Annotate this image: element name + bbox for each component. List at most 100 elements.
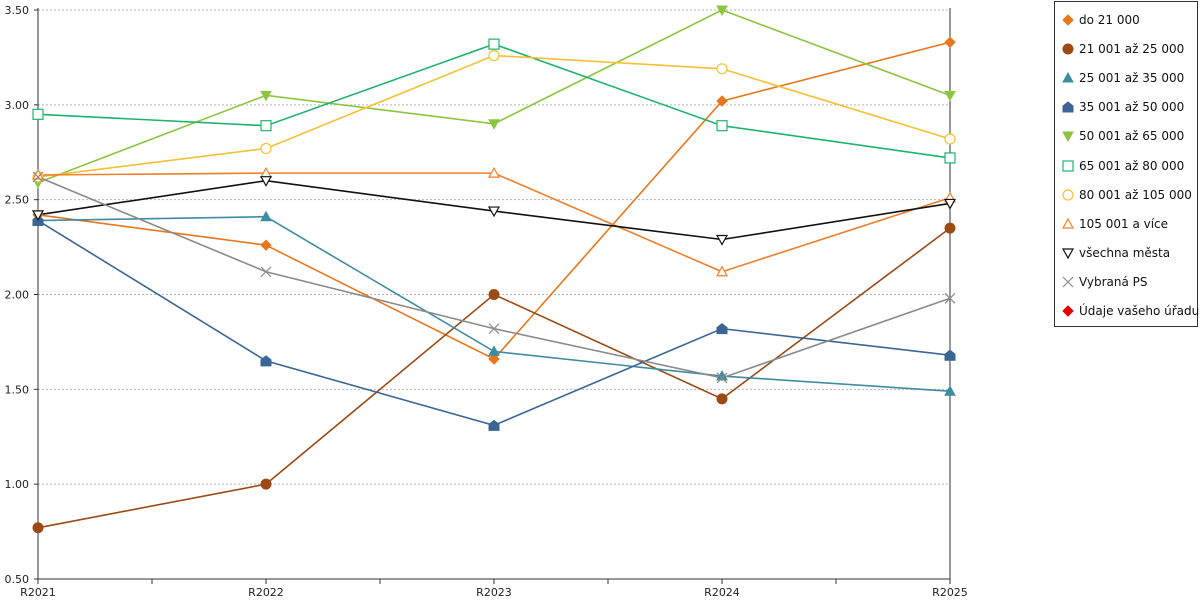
point-80-001-az-105-000 <box>716 63 728 75</box>
point-65-001-az-80-000 <box>488 38 500 50</box>
legend-label: 80 001 až 105 000 <box>1079 187 1192 202</box>
legend-symbol <box>1061 217 1075 229</box>
point-vybrana-ps <box>260 266 272 278</box>
series-line-105-001-a-vice <box>37 172 951 273</box>
legend-label: Údaje vašeho úřadu <box>1079 304 1200 318</box>
legend-marker <box>1062 101 1074 113</box>
point-do-21-000 <box>488 353 500 365</box>
point-do-21-000 <box>716 95 728 107</box>
point-65-001-az-80-000 <box>32 108 44 120</box>
legend-symbol <box>1062 188 1074 201</box>
legend-item-21-001-az-25-000: 21 001 až 25 000 <box>1061 39 1184 59</box>
point-65-001-az-80-000 <box>260 120 272 132</box>
point-vybrana-ps <box>716 372 728 384</box>
point-50-001-az-65-000 <box>260 90 272 102</box>
legend-label: všechna města <box>1079 245 1171 260</box>
point-65-001-az-80-000 <box>944 152 956 164</box>
x-tick-label: R2021 <box>20 586 56 599</box>
legend-item-65-001-az-80-000: 65 001 až 80 000 <box>1061 156 1184 176</box>
legend-symbol <box>1062 276 1074 288</box>
legend-label: 105 001 a více <box>1079 216 1169 231</box>
legend-label: 65 001 až 80 000 <box>1079 158 1185 173</box>
point-35-001-az-50-000 <box>488 419 500 431</box>
point-vybrana-ps <box>488 323 500 335</box>
legend-item-35-001-az-50-000: 35 001 až 50 000 <box>1061 97 1184 117</box>
axes <box>34 8 951 584</box>
legend-label: 35 001 až 50 000 <box>1079 100 1185 115</box>
point-vsechna-mesta <box>943 198 957 210</box>
legend-label: do 21 000 <box>1079 13 1140 27</box>
legend-symbol <box>1062 43 1074 55</box>
series-line-65-001-az-80-000 <box>37 43 951 159</box>
legend-marker <box>1062 159 1074 172</box>
legend-marker <box>1062 188 1074 201</box>
point-vsechna-mesta <box>715 234 729 246</box>
legend-label: Vybraná PS <box>1079 274 1148 289</box>
point-65-001-az-80-000 <box>716 120 728 132</box>
point-25-001-az-35-000 <box>488 345 500 356</box>
legend-item-udaje-vaseho-uradu: Údaje vašeho úřadu <box>1061 301 1199 321</box>
point-50-001-az-65-000 <box>944 90 956 102</box>
point-vsechna-mesta <box>487 206 501 218</box>
line-chart: 0.501.001.502.002.503.003.50 R2021 R2022 R… <box>5 4 968 599</box>
point-21-001-az-25-000 <box>32 522 44 534</box>
series-line-do-21-000 <box>37 41 951 360</box>
series-line-21-001-az-25-000 <box>37 227 951 529</box>
point-35-001-az-50-000 <box>716 322 728 335</box>
legend-label: 21 001 až 25 000 <box>1079 42 1185 57</box>
point-vybrana-ps <box>32 171 44 183</box>
y-tick-label: 1.50 <box>5 383 30 396</box>
y-tick-label: 0.50 <box>5 573 30 586</box>
legend-marker <box>1062 131 1074 143</box>
point-21-001-az-25-000 <box>260 478 272 490</box>
point-do-21-000 <box>944 36 956 48</box>
legend-item-80-001-az-105-000: 80 001 až 105 000 <box>1061 185 1192 205</box>
legend-marker <box>1062 14 1074 26</box>
legend-symbol <box>1062 14 1074 26</box>
point-80-001-az-105-000 <box>944 133 956 145</box>
y-tick-label: 1.00 <box>5 478 30 491</box>
y-tick-label: 2.50 <box>5 194 30 207</box>
legend-marker <box>1062 276 1074 288</box>
legend-marker <box>1062 305 1074 317</box>
x-tick-label: R2022 <box>248 586 284 599</box>
legend-item-do-21-000: do 21 000 <box>1061 10 1140 30</box>
point-80-001-az-105-000 <box>260 142 272 155</box>
legend-item-vybrana-ps: Vybraná PS <box>1061 272 1148 292</box>
legend-symbol <box>1062 159 1074 172</box>
point-35-001-az-50-000 <box>944 349 956 361</box>
point-80-001-az-105-000 <box>488 49 500 62</box>
point-vybrana-ps <box>944 292 956 304</box>
y-tick-label: 3.50 <box>5 4 30 17</box>
legend-symbol <box>1062 131 1074 143</box>
series-markers <box>31 5 957 534</box>
point-35-001-az-50-000 <box>260 355 272 367</box>
x-tick-label: R2025 <box>932 586 968 599</box>
legend: do 21 000 21 001 až 25 000 25 001 až 35 00… <box>1054 1 1199 327</box>
grid-lines <box>38 9 950 485</box>
legend-item-vsechna-mesta: všechna města <box>1061 243 1170 263</box>
legend-symbol <box>1061 248 1075 260</box>
x-tick-label: R2023 <box>476 586 512 599</box>
x-tick-label: R2024 <box>704 586 740 599</box>
legend-symbol <box>1062 72 1074 83</box>
point-vsechna-mesta <box>259 176 273 187</box>
y-tick-labels: 0.50 1.00 1.50 2.00 2.50 3.00 3.50 <box>5 4 30 586</box>
point-105-001-a-vice <box>715 265 729 277</box>
legend-item-25-001-az-35-000: 25 001 až 35 000 <box>1061 68 1184 88</box>
point-25-001-az-35-000 <box>944 385 956 396</box>
point-21-001-az-25-000 <box>716 393 728 405</box>
legend-marker <box>1062 43 1074 55</box>
legend-marker <box>1061 248 1075 260</box>
y-tick-label: 3.00 <box>5 99 30 112</box>
point-50-001-az-65-000 <box>716 5 728 17</box>
legend-marker <box>1061 217 1075 229</box>
x-tick-labels: R2021 R2022 R2023 R2024 R2025 <box>20 586 968 599</box>
series-line-80-001-az-105-000 <box>37 54 951 178</box>
legend-item-50-001-az-65-000: 50 001 až 65 000 <box>1061 126 1184 146</box>
legend-label: 50 001 až 65 000 <box>1079 129 1185 144</box>
legend-symbol <box>1062 305 1074 317</box>
legend-label: 25 001 až 35 000 <box>1079 71 1185 86</box>
point-vsechna-mesta <box>31 210 45 222</box>
y-tick-label: 2.00 <box>5 289 30 302</box>
